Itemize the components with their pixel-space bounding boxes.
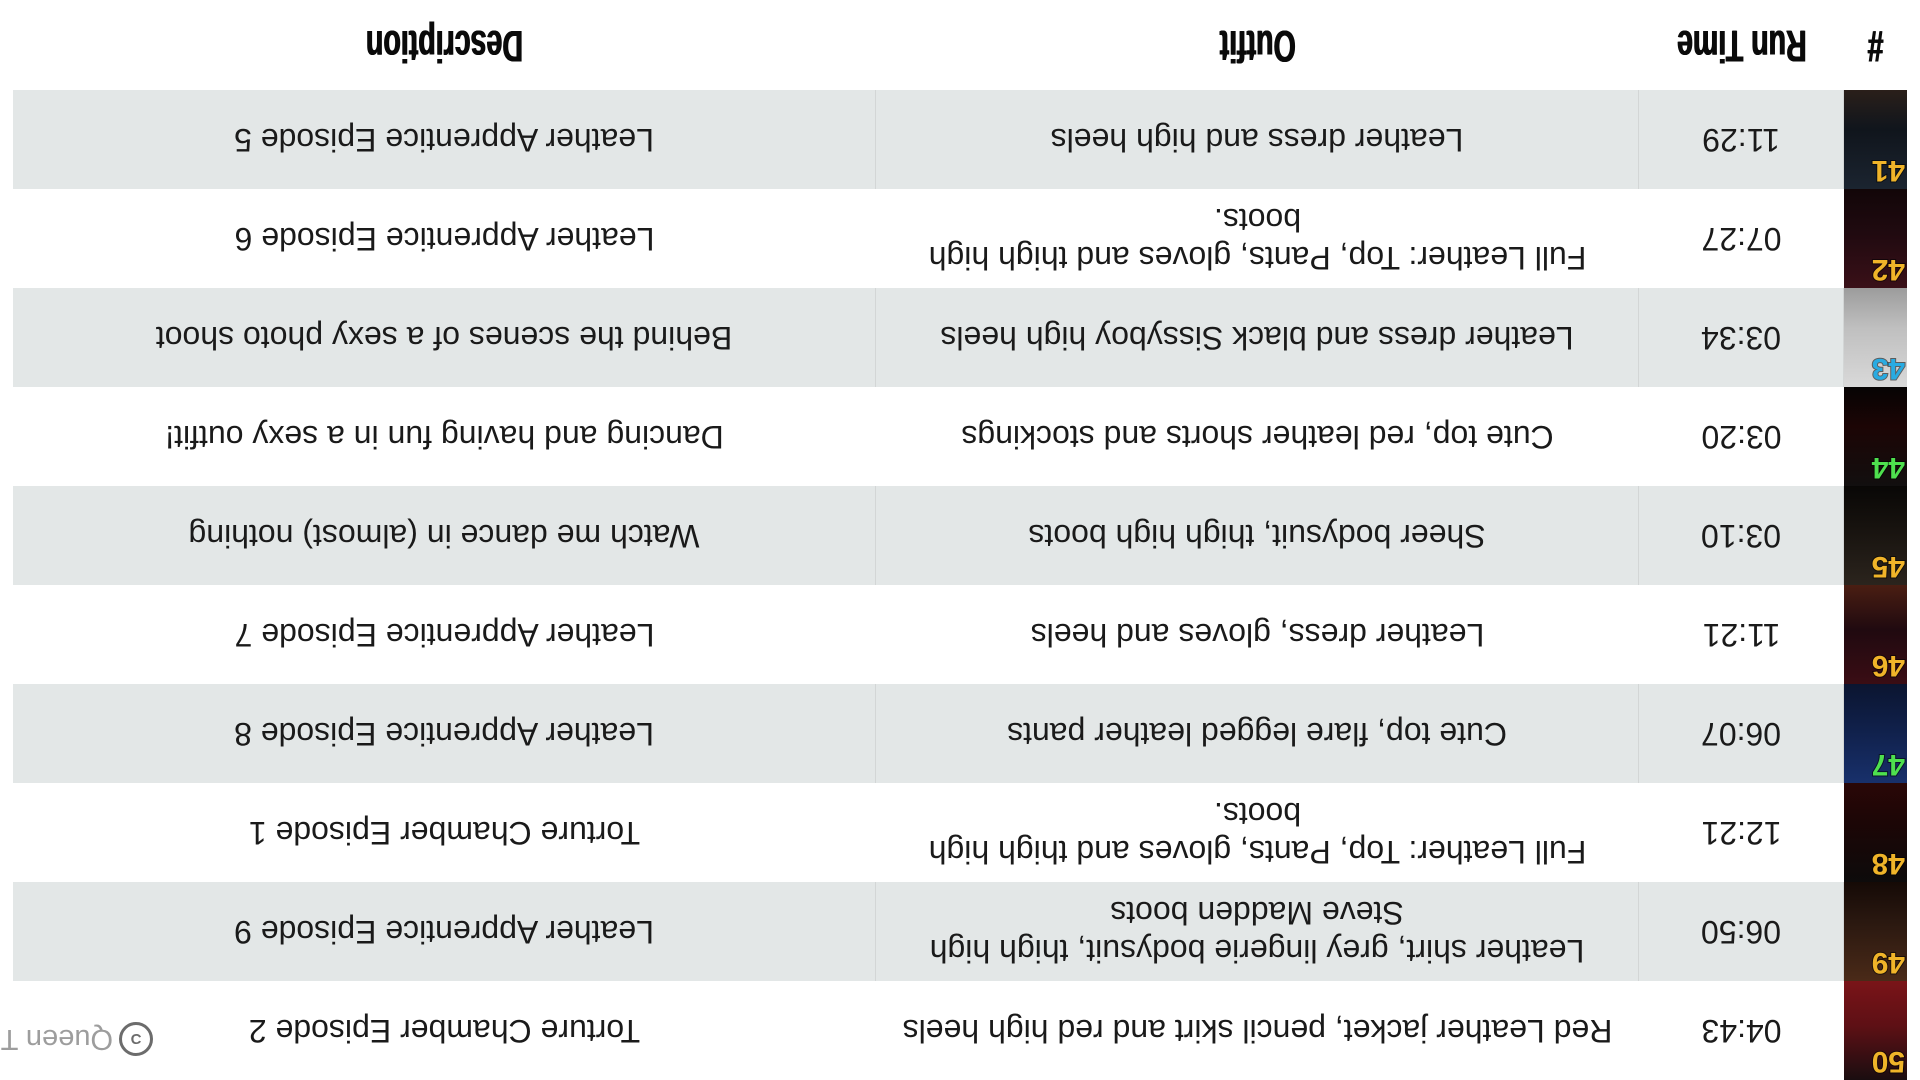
svg-text:C: C xyxy=(131,1030,142,1047)
